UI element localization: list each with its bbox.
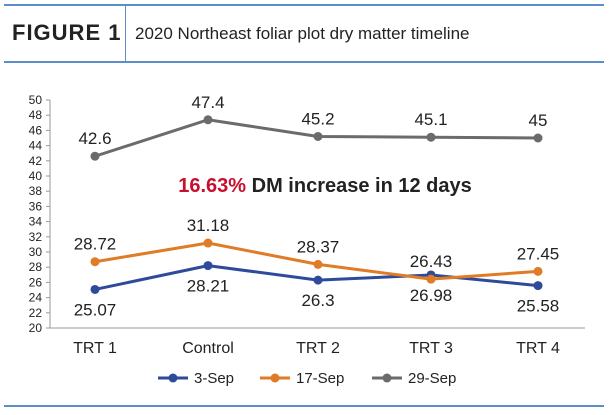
x-tick-label: TRT 4	[516, 340, 560, 357]
x-axis: TRT 1 Control TRT 2 TRT 3 TRT 4	[50, 327, 585, 357]
legend-label: 29-Sep	[408, 370, 456, 387]
y-tick-label: 32	[29, 230, 43, 244]
header-rule	[4, 61, 604, 63]
y-tick-label: 46	[29, 123, 43, 137]
x-tick-label: Control	[182, 340, 234, 357]
data-point	[90, 284, 100, 294]
data-point	[426, 274, 436, 284]
series-3-Sep: 25.07 28.21 26.3 26.98 25.58	[74, 261, 560, 319]
data-point	[90, 151, 100, 161]
figure-title: 2020 Northeast foliar plot dry matter ti…	[135, 24, 470, 43]
data-label: 28.37	[297, 237, 340, 256]
annotation-text: 16.63% DM increase in 12 days	[178, 175, 472, 197]
annotation-callout: 16.63% DM increase in 12 days	[162, 170, 488, 200]
legend-item: 17-Sep	[260, 370, 344, 387]
figure-label: FIGURE 1	[12, 20, 122, 45]
y-tick-label: 28	[29, 260, 43, 274]
top-rule	[4, 4, 604, 6]
data-point	[203, 238, 213, 248]
x-tick-label: TRT 2	[296, 340, 340, 357]
series-17-Sep: 28.72 31.18 28.37 26.43 27.45	[74, 216, 560, 284]
y-tick-label: 20	[29, 321, 43, 335]
legend-label: 17-Sep	[296, 370, 344, 387]
data-label: 25.58	[517, 297, 560, 316]
data-label: 47.4	[191, 93, 224, 112]
data-point	[426, 132, 436, 142]
y-tick-label: 40	[29, 169, 43, 183]
data-point	[533, 266, 543, 276]
legend-swatch-marker	[168, 373, 178, 383]
data-point	[203, 261, 213, 271]
data-label: 26.3	[301, 291, 334, 310]
legend: 3-Sep 17-Sep 29-Sep	[158, 370, 456, 387]
data-point	[313, 131, 323, 141]
data-label: 26.98	[410, 286, 453, 305]
y-tick-label: 48	[29, 108, 43, 122]
data-point	[313, 259, 323, 269]
data-point	[313, 275, 323, 285]
data-label: 45.2	[301, 109, 334, 128]
y-tick-label: 24	[29, 291, 43, 305]
data-point	[533, 281, 543, 291]
y-tick-label: 38	[29, 184, 43, 198]
bottom-rule	[4, 405, 604, 407]
legend-label: 3-Sep	[194, 370, 234, 387]
data-label: 45.1	[414, 110, 447, 129]
header-divider	[125, 6, 126, 61]
annotation-box	[162, 170, 488, 200]
data-point	[533, 133, 543, 143]
legend-item: 29-Sep	[372, 370, 456, 387]
data-label: 26.43	[410, 252, 453, 271]
annotation-rest: DM increase in 12 days	[246, 175, 472, 197]
data-label: 45	[529, 111, 548, 130]
y-tick-label: 26	[29, 275, 43, 289]
figure-frame: FIGURE 1 2020 Northeast foliar plot dry …	[4, 4, 604, 409]
data-label: 28.21	[187, 277, 230, 296]
x-tick-label: TRT 3	[409, 340, 453, 357]
y-tick-label: 44	[29, 139, 43, 153]
data-label: 25.07	[74, 300, 117, 319]
legend-swatch-marker	[382, 373, 392, 383]
x-tick-label: TRT 1	[73, 340, 117, 357]
legend-swatch-marker	[270, 373, 280, 383]
y-tick-label: 50	[29, 93, 43, 107]
series-29-Sep: 42.6 47.4 45.2 45.1 45	[78, 93, 547, 161]
data-label: 27.45	[517, 244, 560, 263]
data-label: 28.72	[74, 235, 117, 254]
y-tick-label: 22	[29, 306, 43, 320]
data-label: 42.6	[78, 129, 111, 148]
data-point	[203, 115, 213, 125]
data-point	[90, 257, 100, 267]
y-tick-label: 30	[29, 245, 43, 259]
y-tick-label: 42	[29, 154, 43, 168]
y-tick-label: 36	[29, 199, 43, 213]
data-label: 31.18	[187, 216, 230, 235]
legend-item: 3-Sep	[158, 370, 234, 387]
annotation-highlight: 16.63%	[178, 175, 246, 197]
y-tick-label: 34	[29, 215, 43, 229]
